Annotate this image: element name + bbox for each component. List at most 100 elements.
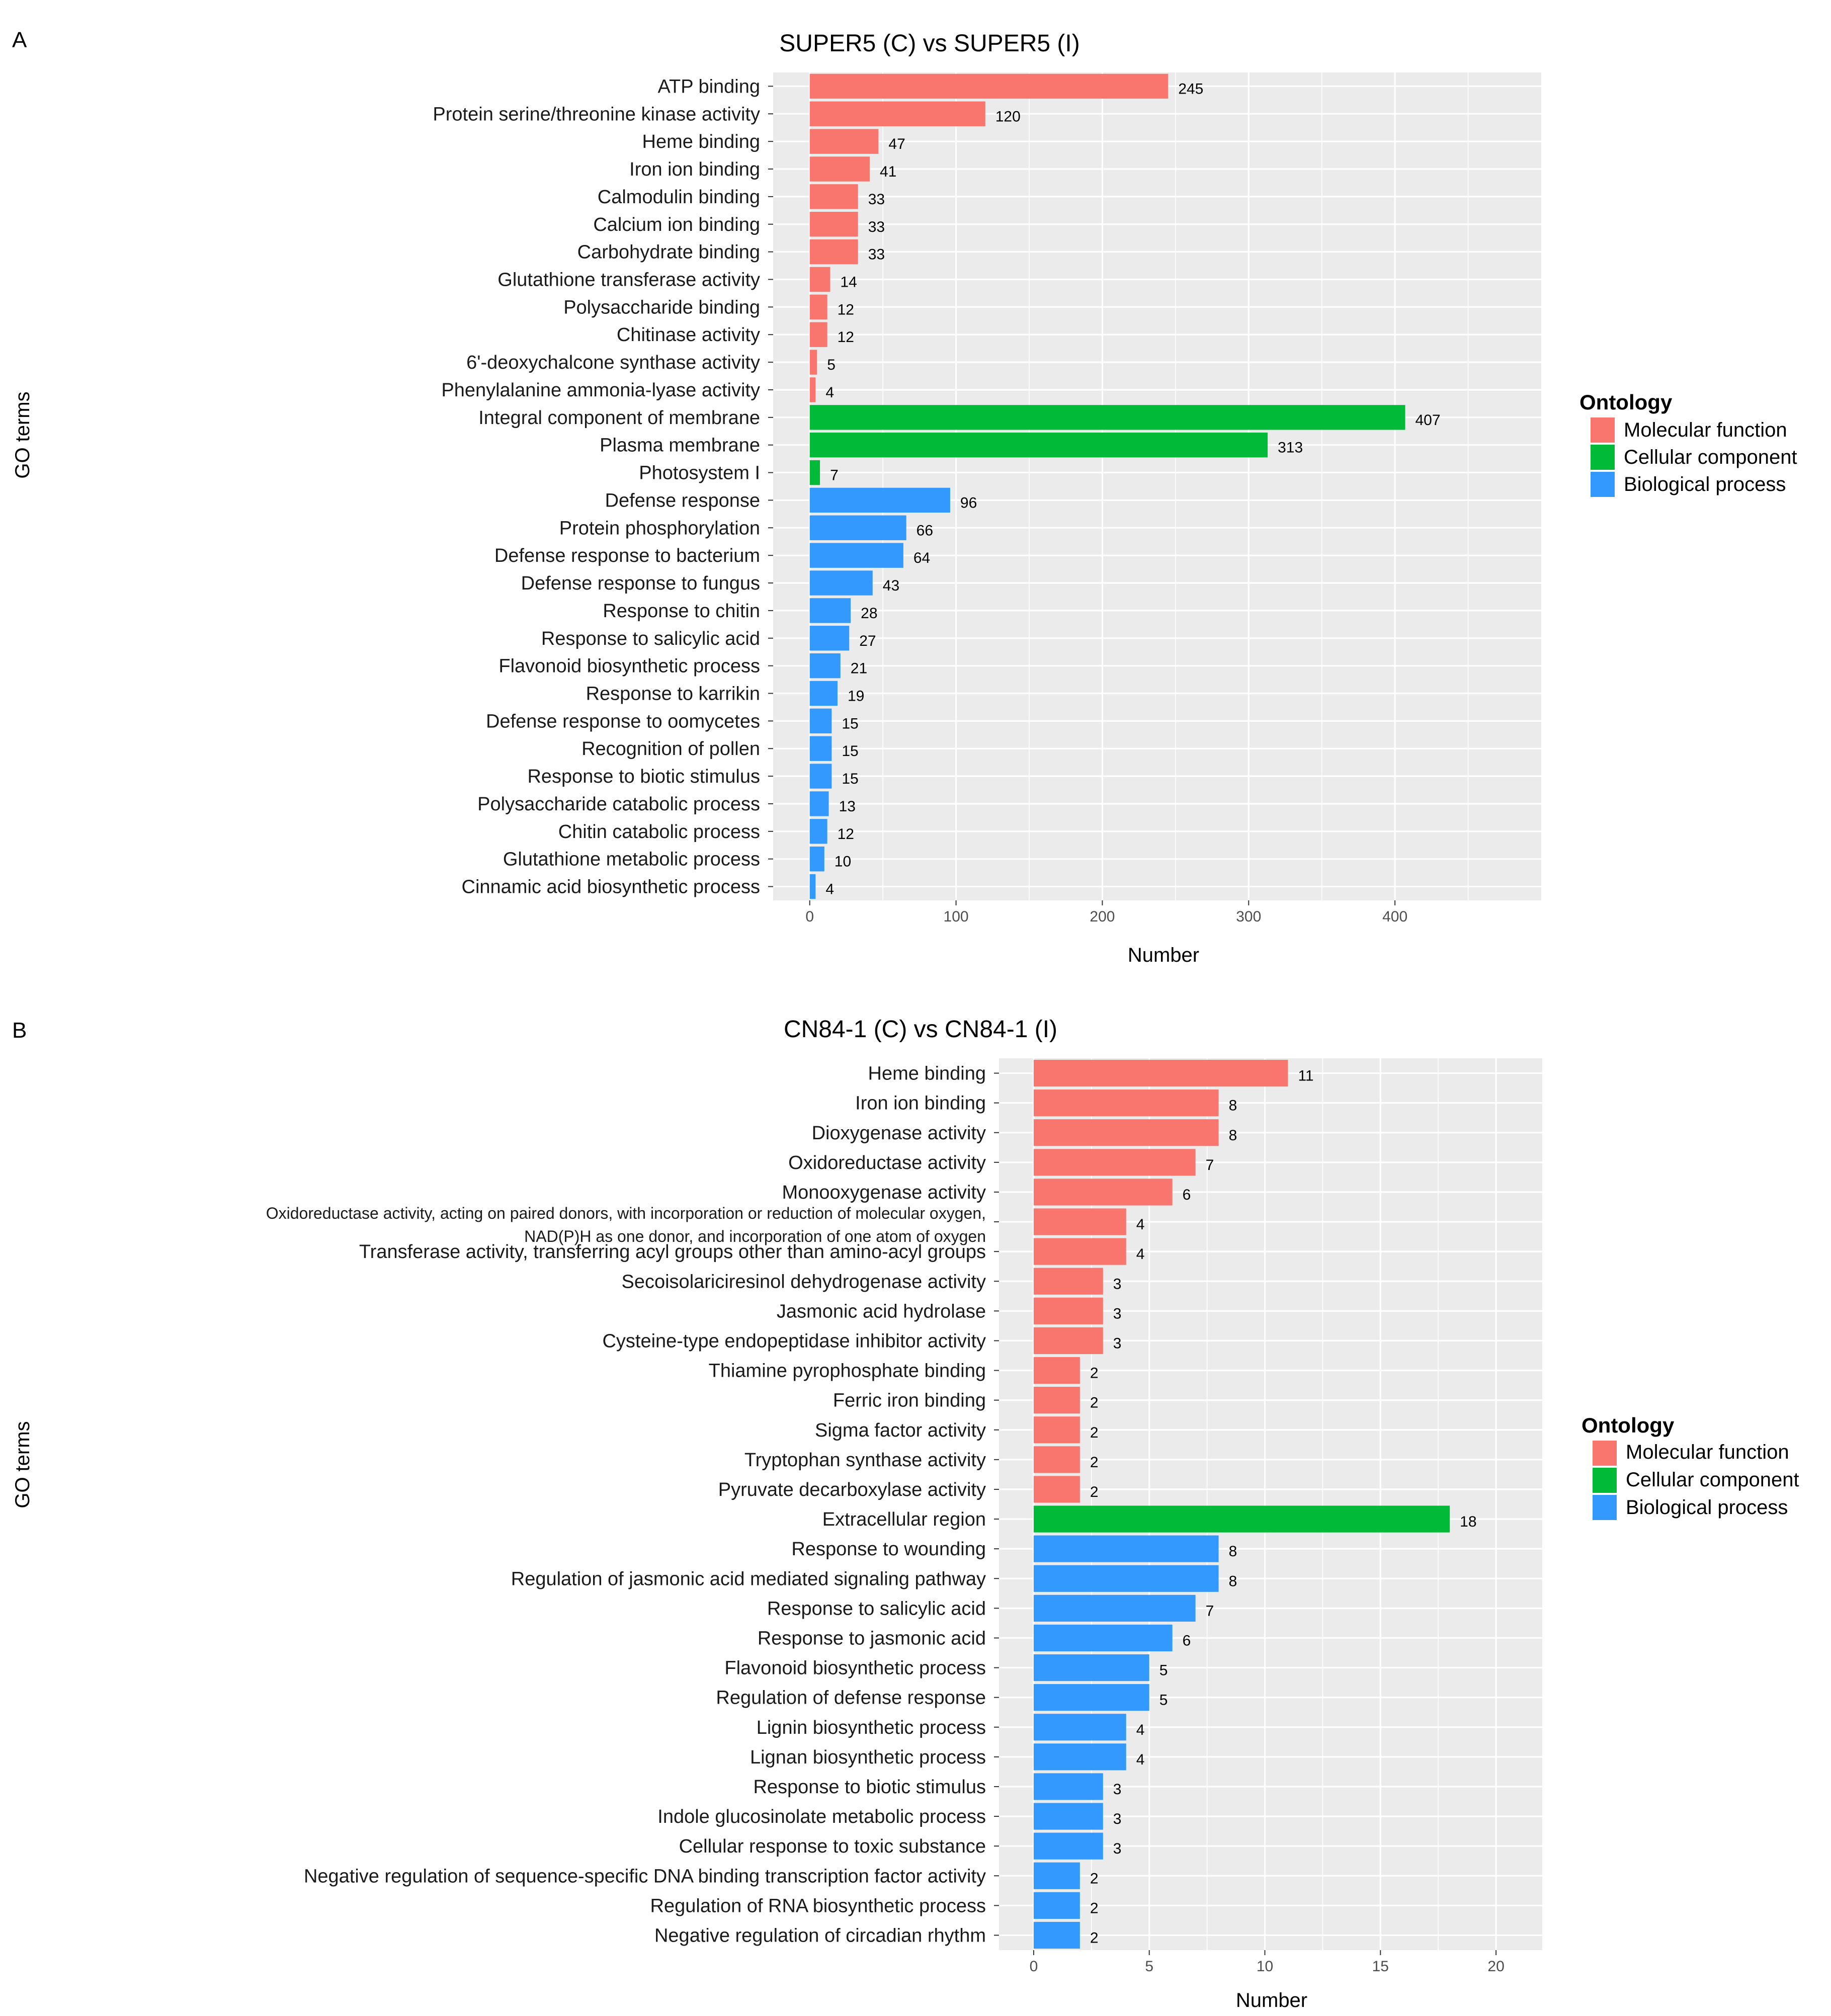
panel-b-value-label: 2 <box>1090 1900 1099 1916</box>
panel-b-category-label: Lignin biosynthetic process <box>757 1717 986 1738</box>
panel-a-value-label: 15 <box>842 743 858 760</box>
panel-b-value-label: 5 <box>1159 1692 1168 1709</box>
panel-b-value-label: 2 <box>1090 1870 1099 1887</box>
panel-b-category-label: Negative regulation of circadian rhythm <box>654 1925 986 1946</box>
panel-a-bar <box>809 460 820 485</box>
panel-b-category-label: Pyruvate decarboxylase activity <box>718 1479 986 1500</box>
panel-b-value-label: 7 <box>1206 1603 1214 1619</box>
panel-b-bar <box>1033 1208 1126 1235</box>
panel-a-category-label: Phenylalanine ammonia-lyase activity <box>441 380 760 401</box>
panel-b-value-label: 6 <box>1183 1632 1191 1649</box>
panel-b-category-label: Response to biotic stimulus <box>753 1777 986 1798</box>
panel-a-x-tick-label: 0 <box>805 908 814 925</box>
panel-b-legend-label-molecular: Molecular function <box>1626 1441 1789 1463</box>
panel-a-bar <box>809 101 985 126</box>
panel-a-bar <box>809 847 824 872</box>
panel-a-legend-title: Ontology <box>1579 390 1673 414</box>
panel-a-bar <box>809 791 829 816</box>
panel-a-value-label: 5 <box>827 357 836 373</box>
panel-b-bar <box>1033 1179 1173 1206</box>
panel-b-value-label: 6 <box>1183 1187 1191 1203</box>
panel-b-category-label: Regulation of RNA biosynthetic process <box>650 1895 986 1916</box>
panel-b-legend-swatch-biological <box>1593 1495 1617 1520</box>
panel-b-bar <box>1033 1654 1149 1682</box>
panel-b-bar <box>1033 1476 1080 1503</box>
panel-b-bar <box>1033 1446 1080 1473</box>
panel-b-value-label: 3 <box>1113 1276 1122 1292</box>
panel-b-value-label: 4 <box>1136 1751 1145 1768</box>
panel-a-bar <box>809 764 832 789</box>
panel-a-bar <box>809 626 850 651</box>
panel-a-category-label: Response to salicylic acid <box>541 628 760 649</box>
panel-b-bar <box>1033 1268 1103 1295</box>
panel-b-category-label: Monooxygenase activity <box>782 1182 986 1203</box>
panel-a-bar <box>809 736 832 761</box>
panel-b-value-label: 8 <box>1229 1127 1237 1144</box>
panel-a-category-label: Flavonoid biosynthetic process <box>498 656 760 677</box>
panel-a-plot: 0 100 200 300 400 245 ATP binding 120 Protein se… <box>433 72 1541 925</box>
panel-a-category-label: Glutathione metabolic process <box>503 849 760 870</box>
panel-a-bar <box>809 377 816 402</box>
panel-a-value-label: 7 <box>830 467 839 484</box>
panel-a-bar <box>809 874 816 899</box>
panel-a-bar <box>809 129 879 154</box>
panel-b-category-label: Transferase activity, transferring acyl … <box>359 1241 986 1263</box>
panel-b-value-label: 2 <box>1090 1484 1099 1500</box>
panel-b-bar <box>1033 1921 1080 1949</box>
panel-a-value-label: 66 <box>917 522 933 539</box>
panel-b-bar <box>1033 1862 1080 1889</box>
panel-b-category-label: Cellular response to toxic substance <box>679 1836 986 1857</box>
panel-b-bar <box>1033 1089 1219 1117</box>
panel-b-bar <box>1033 1505 1450 1533</box>
panel-a-value-label: 47 <box>888 136 905 152</box>
panel-b-title: CN84-1 (C) vs CN84-1 (I) <box>784 1016 1057 1043</box>
panel-b-category-label: Negative regulation of sequence-specific… <box>304 1866 986 1887</box>
panel-b-bar <box>1033 1297 1103 1324</box>
panel-b-value-label: 8 <box>1229 1543 1237 1560</box>
panel-b-bar <box>1033 1743 1126 1771</box>
panel-b-category-label: Secoisolariciresinol dehydrogenase activ… <box>622 1271 986 1292</box>
panel-b-value-label: 3 <box>1113 1840 1122 1857</box>
panel-a-title: SUPER5 (C) vs SUPER5 (I) <box>779 30 1079 57</box>
panel-b-value-label: 2 <box>1090 1424 1099 1441</box>
panel-b-value-label: 8 <box>1229 1098 1237 1114</box>
panel-b-legend-swatch-cellular <box>1593 1468 1617 1493</box>
panel-b-category-label: Regulation of defense response <box>716 1688 986 1709</box>
panel-a-bar <box>809 267 830 292</box>
panel-b-y-axis-title: GO terms <box>12 1421 34 1508</box>
panel-b-category-label: Dioxygenase activity <box>812 1123 986 1144</box>
panel-a-value-label: 4 <box>825 384 834 401</box>
panel-a-panel-bg <box>773 72 1541 900</box>
panel-a-category-label: Integral component of membrane <box>478 407 760 429</box>
panel-b-x-axis-title: Number <box>1236 1989 1307 2011</box>
panel-a-bar <box>809 598 851 623</box>
panel-a-value-label: 19 <box>848 688 864 705</box>
panel-b-plot: 0 5 10 15 20 11 Heme binding 8 Iron ion binding 8… <box>266 1058 1542 1975</box>
panel-a-value-label: 15 <box>842 715 858 732</box>
panel-b-bar <box>1033 1594 1196 1622</box>
panel-b-value-label: 2 <box>1090 1365 1099 1382</box>
panel-b-category-label: Extracellular region <box>822 1509 986 1530</box>
panel-b-value-label: 11 <box>1298 1068 1313 1084</box>
panel-a-bar <box>809 350 817 375</box>
panel-b-category-label: Oxidoreductase activity, acting on paire… <box>266 1204 986 1222</box>
panel-b-letter: B <box>12 1018 27 1043</box>
panel-a-x-tick-label: 200 <box>1090 908 1115 925</box>
panel-b-value-label: 7 <box>1206 1157 1214 1173</box>
panel-b-bar <box>1033 1535 1219 1562</box>
panel-a-bar <box>809 322 827 347</box>
panel-a-category-label: Iron ion binding <box>629 159 760 180</box>
panel-a-category-label: Carbohydrate binding <box>577 242 760 263</box>
panel-a-value-label: 41 <box>880 163 896 180</box>
panel-b-category-label: Response to wounding <box>791 1539 986 1560</box>
panel-a-category-label: Protein phosphorylation <box>559 518 760 539</box>
panel-b-bar <box>1033 1357 1080 1384</box>
panel-b-value-label: 5 <box>1159 1662 1168 1679</box>
panel-a-value-label: 313 <box>1278 440 1303 456</box>
panel-a-legend-swatch-molecular <box>1591 417 1615 443</box>
panel-b-value-label: 4 <box>1136 1722 1145 1738</box>
panel-a-legend-swatch-cellular <box>1591 445 1615 470</box>
panel-a-value-label: 13 <box>839 798 856 815</box>
panel-a-value-label: 4 <box>825 881 834 898</box>
